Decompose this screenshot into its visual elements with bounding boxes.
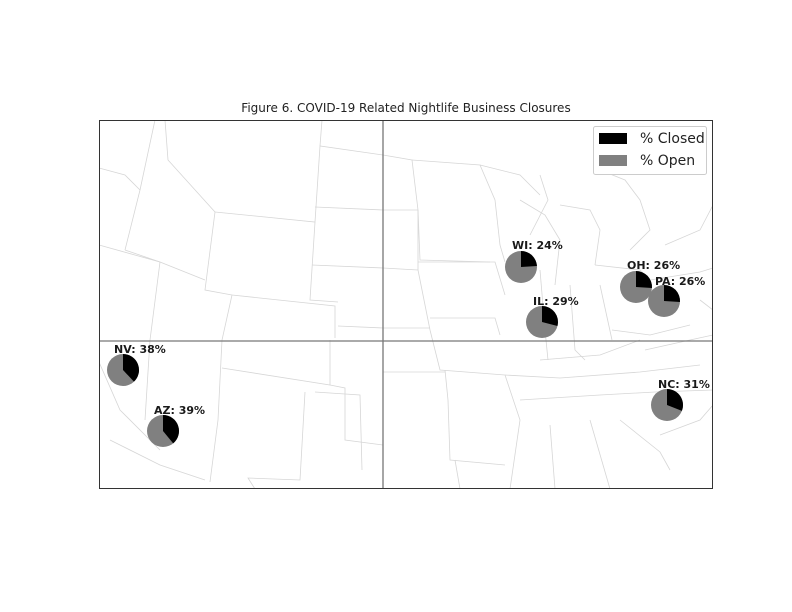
pie-label-az: AZ: 39%	[154, 404, 205, 417]
pie-closed-slice	[123, 354, 140, 382]
legend-swatch-closed	[599, 133, 627, 144]
pie-label-il: IL: 29%	[533, 295, 579, 308]
pie-marker-nv: NV: 38%	[107, 343, 166, 386]
pie-closed-slice	[542, 306, 558, 326]
pie-closed-slice	[521, 251, 537, 267]
pie-closed-slice	[163, 415, 179, 444]
pie-marker-wi: WI: 24%	[505, 239, 563, 283]
pie-label-wi: WI: 24%	[512, 239, 563, 252]
legend: % Closed % Open	[593, 126, 707, 175]
pie-label-nv: NV: 38%	[114, 343, 166, 356]
state-boundaries	[99, 120, 713, 489]
map-frame	[99, 120, 713, 489]
pie-marker-az: AZ: 39%	[147, 404, 205, 447]
pie-closed-slice	[667, 389, 683, 411]
pie-label-oh: OH: 26%	[627, 259, 680, 272]
pie-label-pa: PA: 26%	[655, 275, 705, 288]
pie-label-nc: NC: 31%	[658, 378, 710, 391]
legend-label-open: % Open	[640, 153, 695, 169]
figure-title: Figure 6. COVID-19 Related Nightlife Bus…	[241, 101, 571, 115]
pie-closed-slice	[664, 285, 681, 303]
pie-marker-pa: PA: 26%	[648, 275, 705, 317]
pie-markers: WI: 24% IL: 29% OH: 26% PA: 26% NC: 31% NV: 3…	[107, 239, 710, 447]
pie-closed-slice	[636, 271, 652, 289]
pie-marker-il: IL: 29%	[526, 295, 579, 338]
legend-label-closed: % Closed	[640, 131, 705, 147]
pie-marker-nc: NC: 31%	[651, 378, 710, 421]
legend-swatch-open	[599, 155, 627, 166]
pie-marker-oh: OH: 26%	[620, 259, 680, 303]
